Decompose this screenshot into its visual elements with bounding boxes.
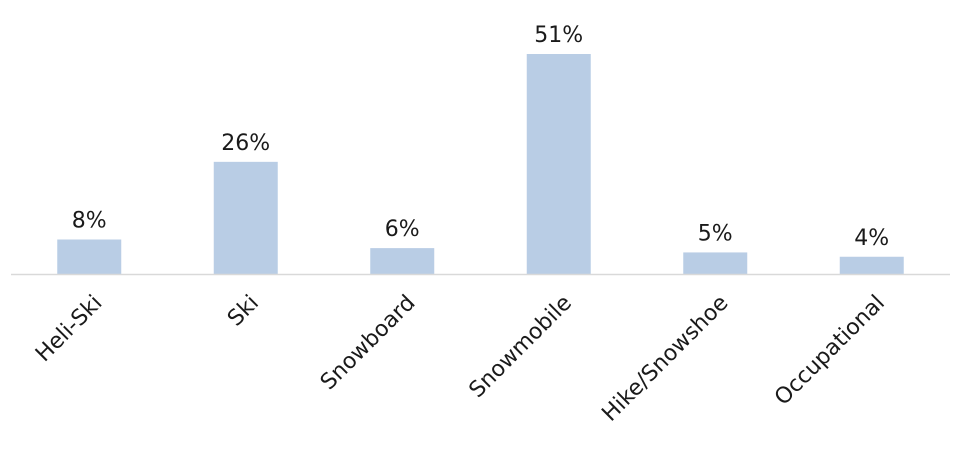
x-tick-label-heli-ski: Heli-Ski xyxy=(31,291,107,367)
bar-ski xyxy=(213,161,278,274)
data-label-heli-ski: 8% xyxy=(72,208,107,233)
category-labels-group: Heli-Ski Ski Snowboard Snowmobile Hike/Snows… xyxy=(31,291,890,427)
bar-snowmobile xyxy=(526,54,591,274)
x-tick-label-occupational: Occupational xyxy=(770,291,890,411)
x-tick-label-hike-snowshoe: Hike/Snowshoe xyxy=(597,291,733,427)
data-label-ski: 26% xyxy=(221,131,270,156)
bar-occupational xyxy=(839,256,904,274)
bar-hike-snowshoe xyxy=(683,252,748,274)
bars-group xyxy=(57,54,904,274)
data-label-occupational: 4% xyxy=(854,226,889,251)
bar-heli-ski xyxy=(57,239,122,274)
data-labels-group: 8% 26% 6% 51% 5% 4% xyxy=(72,23,889,251)
data-label-hike-snowshoe: 5% xyxy=(698,221,733,246)
x-tick-label-snowboard: Snowboard xyxy=(316,291,421,396)
data-label-snowboard: 6% xyxy=(385,217,420,242)
x-tick-label-snowmobile: Snowmobile xyxy=(465,291,577,403)
bar-snowboard xyxy=(370,248,435,274)
x-tick-label-ski: Ski xyxy=(223,291,264,332)
data-label-snowmobile: 51% xyxy=(534,23,583,48)
